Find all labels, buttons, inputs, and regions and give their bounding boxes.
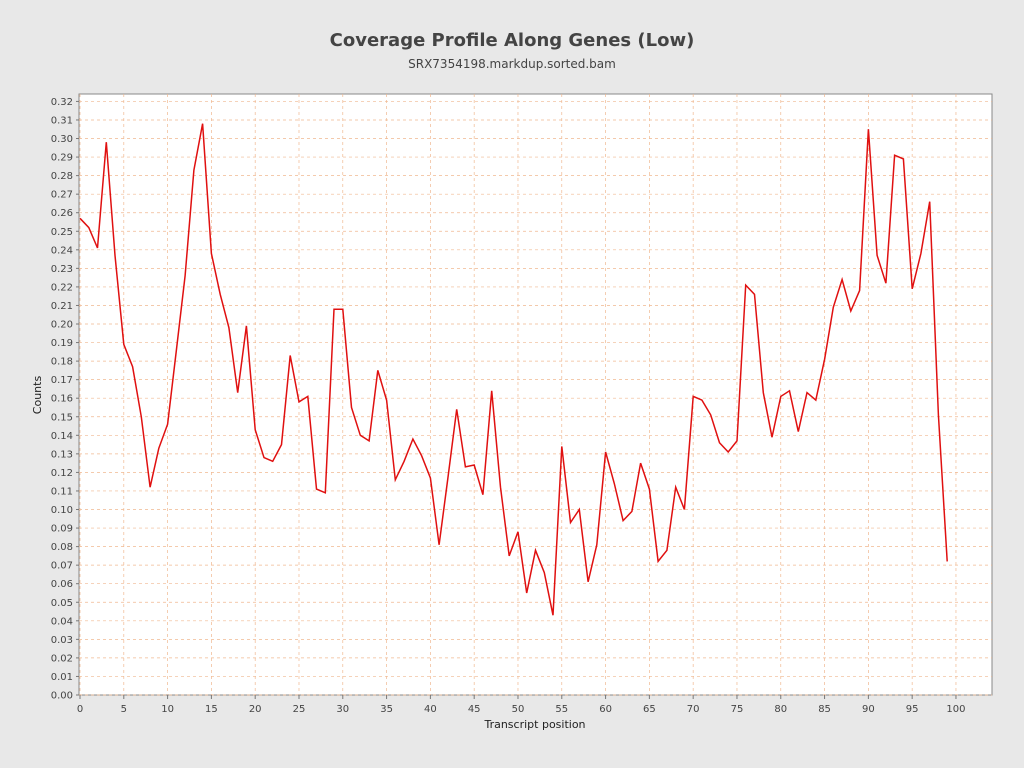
y-tick-label: 0.11 bbox=[51, 486, 73, 497]
x-tick-label: 15 bbox=[205, 704, 218, 715]
y-tick-label: 0.19 bbox=[51, 338, 73, 349]
y-tick-label: 0.07 bbox=[51, 561, 73, 572]
y-tick-label: 0.25 bbox=[51, 227, 73, 238]
y-tick-label: 0.06 bbox=[51, 579, 73, 590]
axis-ticks: 0.00 0.01 0.02 0.03 0.04 0.05 0.06 0.07 0.08 0.09… bbox=[51, 97, 966, 715]
y-axis-label: Counts bbox=[31, 376, 44, 415]
series-line bbox=[79, 123, 948, 616]
y-tick-label: 0.23 bbox=[51, 264, 73, 275]
y-tick-label: 0.17 bbox=[51, 375, 73, 386]
x-tick-label: 10 bbox=[161, 704, 174, 715]
grid-lines bbox=[79, 94, 992, 696]
x-tick-label: 0 bbox=[77, 704, 83, 715]
x-tick-label: 45 bbox=[468, 704, 481, 715]
x-tick-label: 70 bbox=[687, 704, 700, 715]
y-tick-label: 0.16 bbox=[51, 394, 73, 405]
y-tick-label: 0.27 bbox=[51, 190, 73, 201]
plot-area bbox=[78, 93, 993, 696]
y-tick-label: 0.32 bbox=[51, 97, 73, 108]
x-tick-label: 90 bbox=[862, 704, 875, 715]
y-tick-label: 0.26 bbox=[51, 208, 73, 219]
x-tick-label: 65 bbox=[643, 704, 656, 715]
y-tick-label: 0.21 bbox=[51, 301, 73, 312]
y-tick-label: 0.05 bbox=[51, 598, 73, 609]
y-tick-label: 0.10 bbox=[51, 505, 73, 516]
y-tick-label: 0.24 bbox=[51, 245, 73, 256]
y-tick-label: 0.02 bbox=[51, 653, 73, 664]
x-tick-label: 20 bbox=[249, 704, 262, 715]
chart-title: Coverage Profile Along Genes (Low) bbox=[329, 30, 695, 51]
y-tick-label: 0.15 bbox=[51, 412, 73, 423]
y-tick-label: 0.04 bbox=[51, 616, 73, 627]
y-tick-label: 0.29 bbox=[51, 153, 73, 164]
y-tick-label: 0.14 bbox=[51, 431, 73, 442]
chart-subtitle: SRX7354198.markdup.sorted.bam bbox=[408, 57, 616, 71]
x-tick-label: 100 bbox=[946, 704, 965, 715]
y-tick-label: 0.13 bbox=[51, 449, 73, 460]
x-tick-label: 40 bbox=[424, 704, 437, 715]
x-tick-label: 85 bbox=[818, 704, 831, 715]
y-tick-label: 0.20 bbox=[51, 320, 73, 331]
x-tick-label: 95 bbox=[906, 704, 919, 715]
x-tick-label: 25 bbox=[293, 704, 306, 715]
y-tick-label: 0.12 bbox=[51, 468, 73, 479]
y-tick-label: 0.28 bbox=[51, 171, 73, 182]
y-tick-label: 0.09 bbox=[51, 524, 73, 535]
x-tick-label: 60 bbox=[599, 704, 612, 715]
y-tick-label: 0.22 bbox=[51, 282, 73, 293]
x-tick-label: 5 bbox=[121, 704, 127, 715]
y-tick-label: 0.31 bbox=[51, 115, 73, 126]
y-tick-label: 0.03 bbox=[51, 635, 73, 646]
x-axis-label: Transcript position bbox=[483, 718, 585, 731]
x-tick-label: 75 bbox=[731, 704, 744, 715]
y-tick-label: 0.18 bbox=[51, 357, 73, 368]
y-tick-label: 0.30 bbox=[51, 134, 73, 145]
y-tick-label: 0.08 bbox=[51, 542, 73, 553]
x-tick-label: 80 bbox=[774, 704, 787, 715]
y-tick-label: 0.01 bbox=[51, 672, 73, 683]
x-tick-label: 35 bbox=[380, 704, 393, 715]
y-tick-label: 0.00 bbox=[51, 691, 73, 702]
x-tick-label: 50 bbox=[512, 704, 525, 715]
x-tick-label: 30 bbox=[336, 704, 349, 715]
x-tick-label: 55 bbox=[555, 704, 568, 715]
